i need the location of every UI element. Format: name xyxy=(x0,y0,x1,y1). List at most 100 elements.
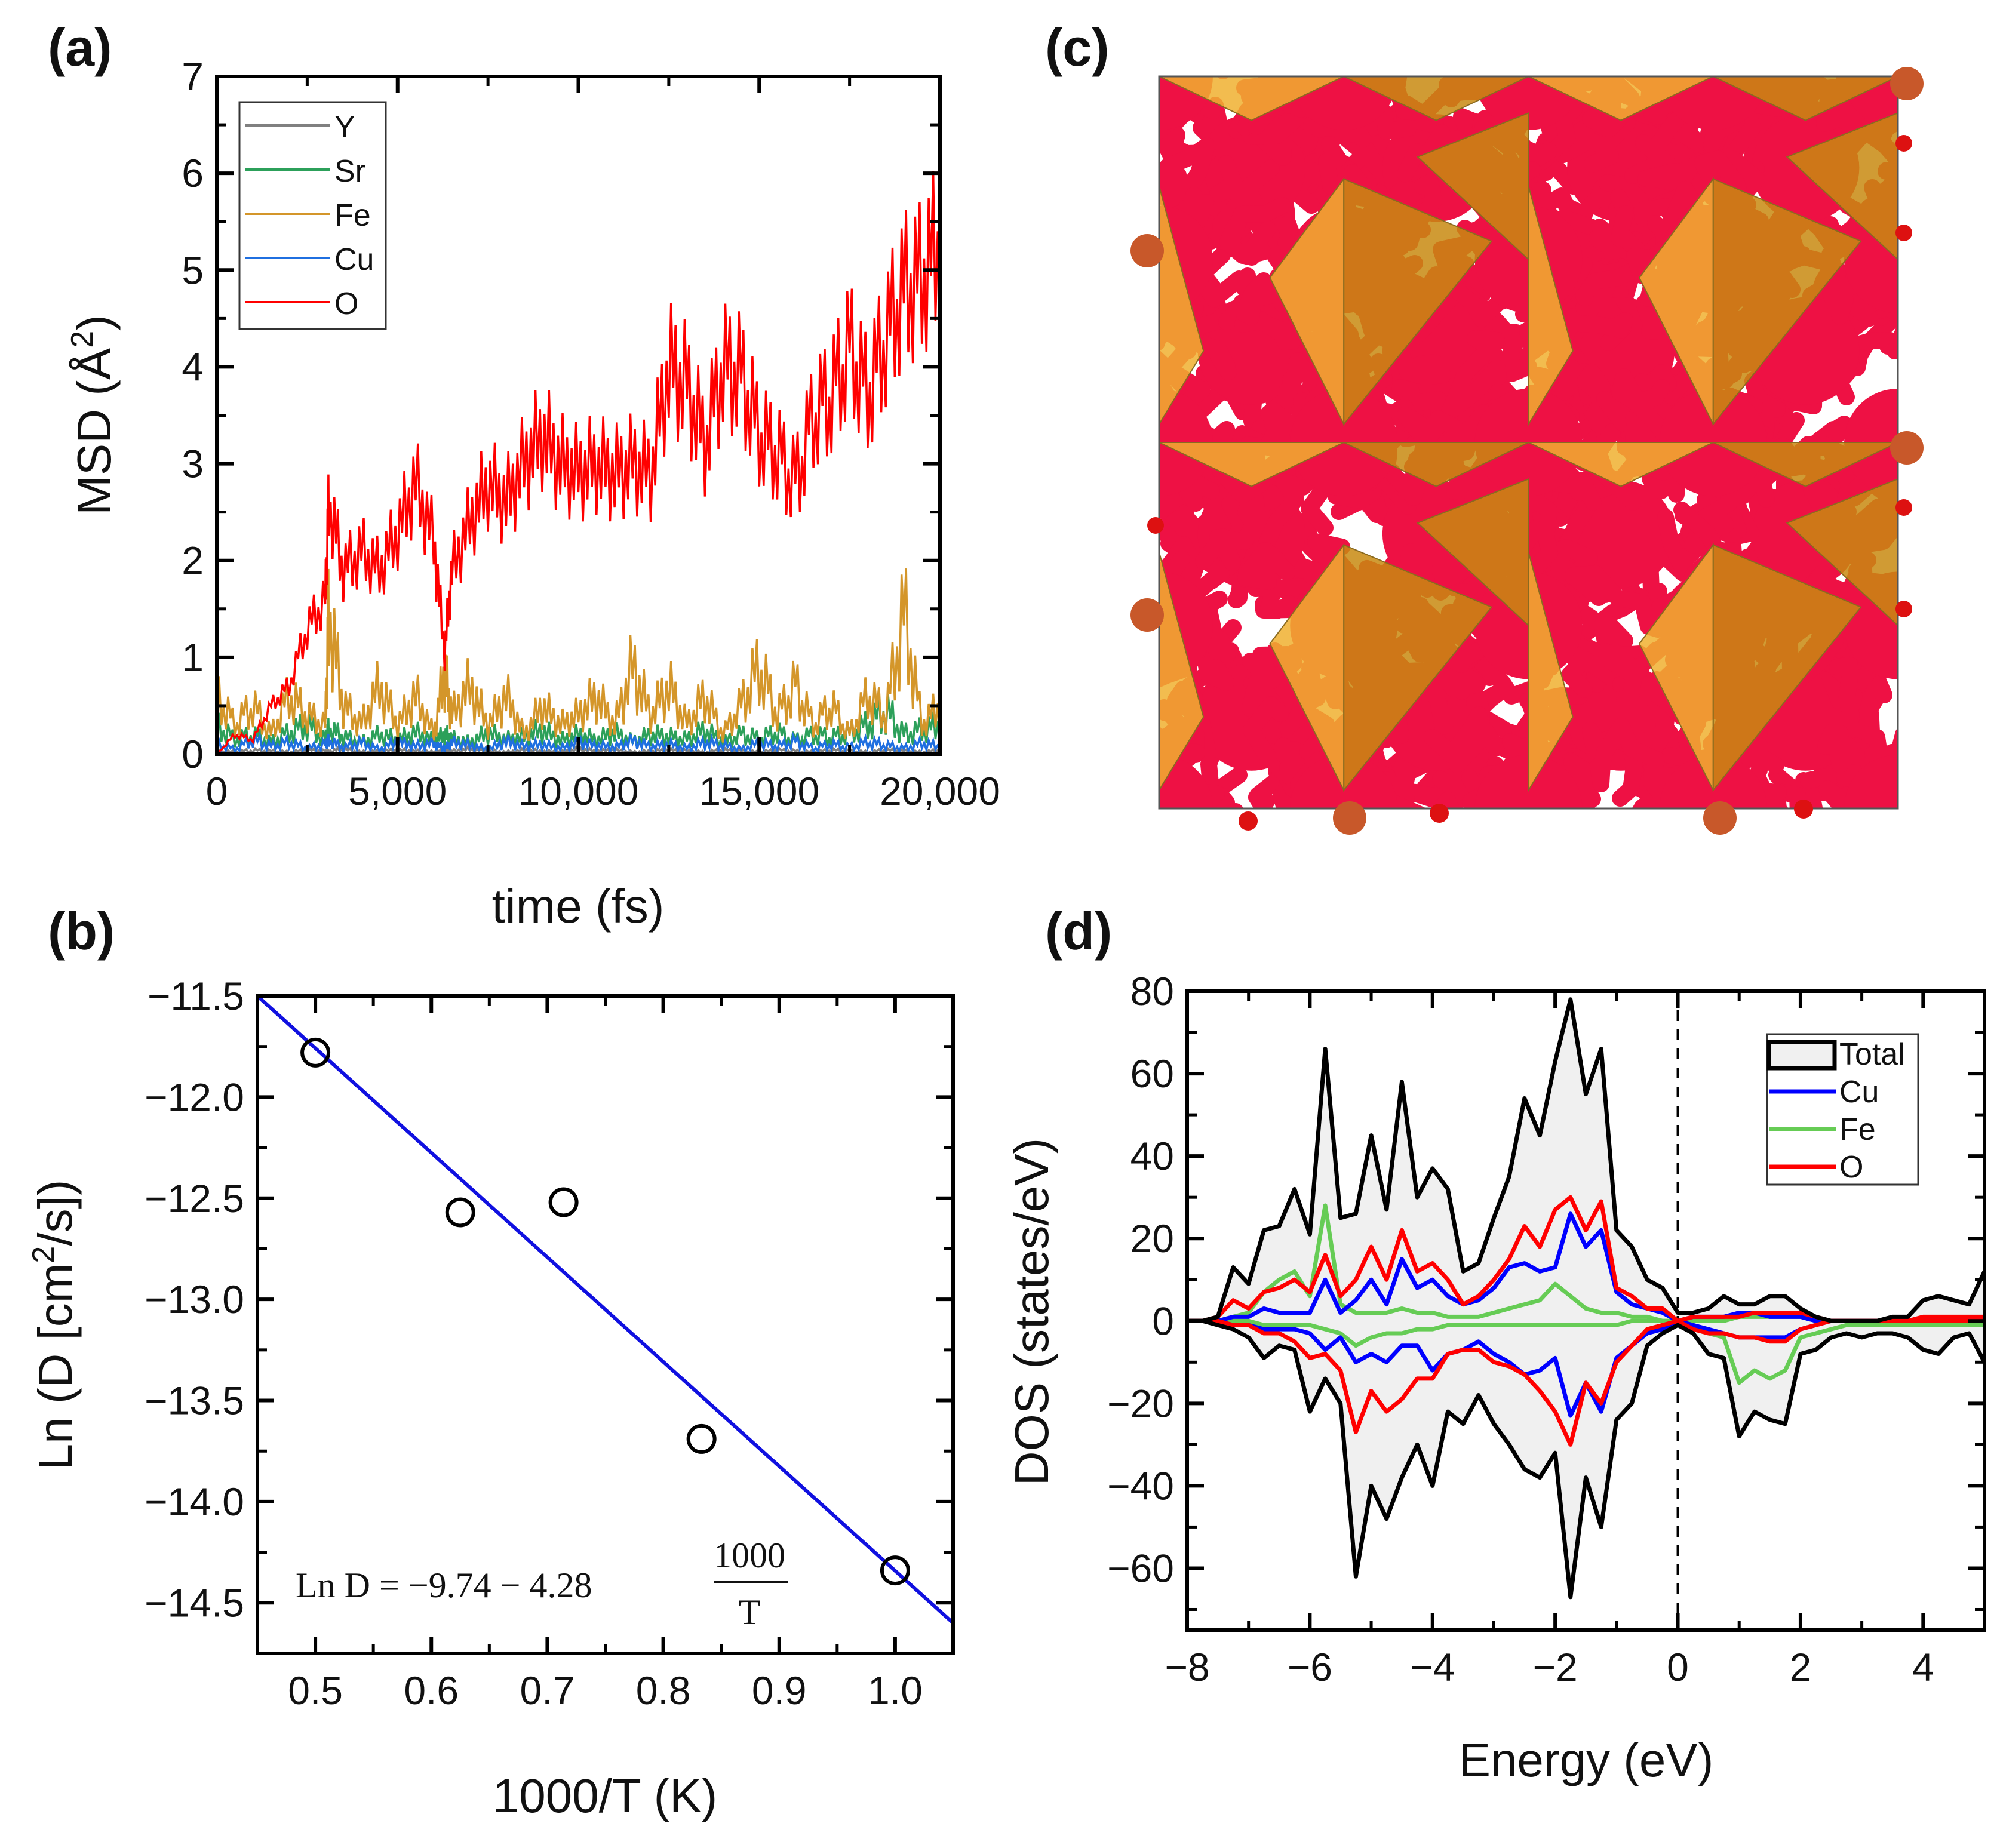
oxygen-trajectory xyxy=(1898,0,1989,21)
oxygen-trajectory xyxy=(1909,576,1997,610)
data-point xyxy=(880,1555,910,1586)
oxygen-trajectory xyxy=(1891,786,1958,912)
y-tick-label: −40 xyxy=(1107,1463,1174,1508)
y-tick-label: −14.0 xyxy=(145,1480,244,1524)
oxygen-trajectory xyxy=(1089,700,1121,811)
oxygen-trajectory xyxy=(1864,744,1898,764)
oxygen-trajectory xyxy=(1176,27,1206,59)
msd-y-axis-title: MSD (Å2) xyxy=(65,315,121,515)
oxygen-trajectory xyxy=(1887,323,1898,359)
structure-contents xyxy=(1029,0,1997,912)
x-tick-label: 0.6 xyxy=(404,1668,459,1712)
polyhedron xyxy=(1712,178,1862,426)
x-tick-label: 0.9 xyxy=(752,1668,807,1712)
series-line-Fe xyxy=(216,568,941,743)
polyhedron xyxy=(1343,442,1529,487)
atom-sphere xyxy=(1147,517,1164,534)
oxygen-trajectory xyxy=(1924,725,1978,783)
oxygen-trajectory xyxy=(1237,542,1295,590)
oxygen-trajectory xyxy=(1036,743,1099,805)
legend-label-O: O xyxy=(1839,1150,1863,1185)
oxygen-trajectory xyxy=(1216,76,1230,79)
y-tick-label: −11.5 xyxy=(148,974,244,1018)
plot-frame xyxy=(1185,989,1986,1632)
dos-Total-down-line xyxy=(1187,1318,1987,1600)
x-tick-label: 0 xyxy=(206,769,228,813)
x-tick-label: 20,000 xyxy=(880,769,1000,813)
oxygen-trajectory xyxy=(1159,137,1215,208)
arrhenius-y-axis-title: Ln (D [cm2/s]) xyxy=(26,1180,82,1471)
oxygen-trajectory xyxy=(1614,364,1677,428)
oxygen-trajectory xyxy=(1882,804,1943,878)
oxygen-trajectory xyxy=(1912,525,1973,573)
x-tick-label: 0.8 xyxy=(636,1668,691,1712)
legend-label-O: O xyxy=(334,287,358,321)
oxygen-trajectory xyxy=(1932,435,1981,479)
oxygen-trajectory xyxy=(1280,0,1331,29)
atom-sphere xyxy=(1794,800,1813,819)
series-line-O xyxy=(216,171,941,755)
y-tick-label: 6 xyxy=(182,151,204,195)
oxygen-trajectory xyxy=(1397,404,1492,450)
equation-denominator: T xyxy=(739,1592,761,1632)
oxygen-trajectory xyxy=(1448,863,1492,898)
oxygen-trajectory xyxy=(1817,724,1887,791)
y-tick-label: −12.0 xyxy=(145,1075,244,1119)
oxygen-trajectory xyxy=(1898,0,1949,45)
crystal-structure-image xyxy=(1029,0,1997,912)
oxygen-trajectory xyxy=(1159,578,1162,591)
oxygen-trajectory xyxy=(1541,76,1553,79)
oxygen-trajectory xyxy=(1643,832,1685,890)
oxygen-trajectory xyxy=(1882,813,1952,847)
legend-label-Y: Y xyxy=(334,110,355,144)
y-tick-label: −20 xyxy=(1107,1381,1174,1425)
polyhedron xyxy=(1159,442,1344,487)
y-tick-label: 60 xyxy=(1130,1051,1174,1096)
x-tick-label: −4 xyxy=(1410,1645,1455,1689)
legend: Y Sr Fe Cu O xyxy=(238,101,387,330)
dos-Total-up-line xyxy=(1187,997,1987,1323)
y-tick-label: −60 xyxy=(1107,1546,1174,1590)
oxygen-trajectory xyxy=(1891,198,1898,222)
atom-sphere xyxy=(1130,234,1164,267)
fit-equation: Ln D = −9.74 − 4.28 1000 T xyxy=(296,1536,788,1632)
oxygen-trajectory xyxy=(1536,797,1586,808)
oxygen-trajectory xyxy=(1029,420,1117,488)
data-point xyxy=(445,1197,475,1228)
oxygen-trajectory xyxy=(1821,0,1903,66)
y-tick-label: 3 xyxy=(182,442,204,486)
oxygen-trajectory xyxy=(1159,325,1165,351)
oxygen-trajectory xyxy=(1159,742,1225,808)
oxygen-trajectory xyxy=(1354,842,1415,888)
y-tick-label: −13.0 xyxy=(145,1277,244,1321)
legend-box xyxy=(238,101,387,330)
atom-sphere xyxy=(1895,499,1912,516)
polyhedron xyxy=(1786,478,1898,626)
x-tick-label: 0.7 xyxy=(520,1668,575,1712)
oxygen-trajectory xyxy=(1105,390,1142,473)
oxygen-trajectory xyxy=(1590,718,1686,805)
oxygen-trajectory xyxy=(1159,380,1168,399)
oxygen-trajectory xyxy=(1582,76,1627,137)
plot-frame xyxy=(215,75,942,756)
oxygen-trajectory xyxy=(1913,465,1971,553)
oxygen-trajectory xyxy=(1424,642,1487,700)
arrhenius-x-axis-title: 1000/T (K) xyxy=(493,1769,717,1822)
y-tick-label: 4 xyxy=(182,345,204,389)
polyhedron xyxy=(1343,76,1529,121)
oxygen-trajectory xyxy=(1209,155,1280,250)
panel-label-b: (b) xyxy=(48,902,115,961)
fit-line xyxy=(256,994,955,1625)
msd-chart: 0 5,000 10,000 15,000 20,000 0 1 2 3 4 5 6 7 Y Sr Fe Cu O xyxy=(182,54,1000,813)
legend-label-Sr: Sr xyxy=(334,154,365,189)
x-tick-label: 0 xyxy=(1667,1645,1689,1689)
oxygen-trajectory xyxy=(1159,639,1168,668)
oxygen-trajectory xyxy=(1929,0,1997,27)
legend-label-Fe: Fe xyxy=(1839,1112,1876,1147)
y-tick-label: 1 xyxy=(182,635,204,679)
atom-sphere xyxy=(1703,801,1737,835)
oxygen-trajectory xyxy=(1159,653,1169,672)
oxygen-trajectory xyxy=(1043,850,1118,902)
